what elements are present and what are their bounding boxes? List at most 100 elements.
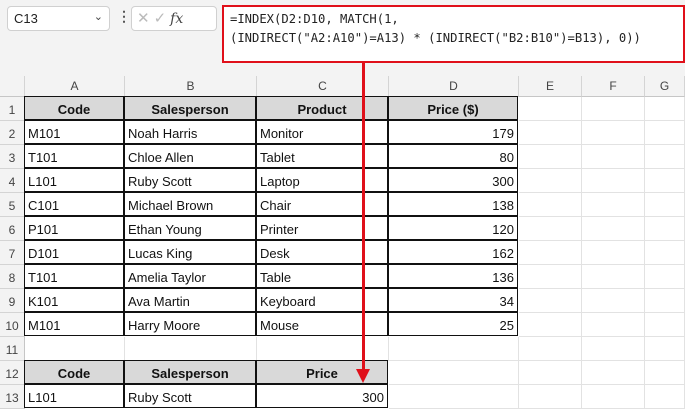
table1-header[interactable]: Product (256, 96, 388, 120)
row-header-2[interactable]: 2 (0, 121, 25, 145)
table1-cell[interactable]: Keyboard (256, 288, 388, 312)
column-header-E[interactable]: E (519, 76, 582, 97)
table1-header[interactable]: Salesperson (124, 96, 256, 120)
table1-cell[interactable]: 136 (388, 264, 518, 288)
row-header-8[interactable]: 8 (0, 265, 25, 289)
table1-cell[interactable]: 80 (388, 144, 518, 168)
table1-cell[interactable]: Harry Moore (124, 312, 256, 336)
enter-icon[interactable]: ✓ (153, 10, 171, 27)
table1-cell[interactable]: Ethan Young (124, 216, 256, 240)
row-header-1[interactable]: 1 (0, 97, 25, 121)
cell[interactable] (645, 121, 685, 145)
table1-cell[interactable]: Mouse (256, 312, 388, 336)
table2-header[interactable]: Code (24, 360, 124, 384)
row-header-12[interactable]: 12 (0, 361, 25, 385)
cell[interactable] (645, 337, 685, 361)
table1-header[interactable]: Code (24, 96, 124, 120)
cell[interactable] (125, 337, 257, 361)
column-header-F[interactable]: F (582, 76, 645, 97)
row-header-10[interactable]: 10 (0, 313, 25, 337)
cell[interactable] (582, 337, 645, 361)
table1-cell[interactable]: K101 (24, 288, 124, 312)
cell[interactable] (519, 385, 582, 409)
table1-cell[interactable]: Table (256, 264, 388, 288)
cell[interactable] (519, 265, 582, 289)
table1-cell[interactable]: D101 (24, 240, 124, 264)
cell[interactable] (582, 97, 645, 121)
cell[interactable] (519, 121, 582, 145)
cell[interactable] (519, 169, 582, 193)
column-header-A[interactable]: A (25, 76, 125, 97)
table2-header[interactable]: Salesperson (124, 360, 256, 384)
cell[interactable] (257, 337, 389, 361)
cell[interactable] (582, 289, 645, 313)
table1-cell[interactable]: Chloe Allen (124, 144, 256, 168)
cell[interactable] (582, 145, 645, 169)
cell[interactable] (519, 337, 582, 361)
cell[interactable] (645, 169, 685, 193)
cell[interactable] (645, 289, 685, 313)
table1-cell[interactable]: M101 (24, 120, 124, 144)
cell[interactable] (645, 217, 685, 241)
cell[interactable] (645, 361, 685, 385)
cell[interactable] (645, 385, 685, 409)
column-header-D[interactable]: D (389, 76, 519, 97)
table1-cell[interactable]: 162 (388, 240, 518, 264)
table1-cell[interactable]: Desk (256, 240, 388, 264)
table1-cell[interactable]: Amelia Taylor (124, 264, 256, 288)
table1-cell[interactable]: L101 (24, 168, 124, 192)
cell[interactable] (645, 193, 685, 217)
table2-cell[interactable]: L101 (24, 384, 124, 408)
cell[interactable] (519, 313, 582, 337)
table1-cell[interactable]: Printer (256, 216, 388, 240)
more-options-icon[interactable]: ⋮ (117, 8, 131, 24)
row-header-5[interactable]: 5 (0, 193, 25, 217)
row-header-11[interactable]: 11 (0, 337, 25, 361)
cancel-icon[interactable]: ✕ (137, 10, 154, 27)
insert-function-icon[interactable]: fx (170, 11, 184, 27)
table1-cell[interactable]: Chair (256, 192, 388, 216)
table1-cell[interactable]: Lucas King (124, 240, 256, 264)
cell[interactable] (519, 241, 582, 265)
row-header-9[interactable]: 9 (0, 289, 25, 313)
column-header-B[interactable]: B (125, 76, 257, 97)
select-all-corner[interactable] (0, 76, 25, 97)
cell[interactable] (519, 97, 582, 121)
row-header-3[interactable]: 3 (0, 145, 25, 169)
cell[interactable] (582, 217, 645, 241)
cell[interactable] (389, 361, 519, 385)
table2-cell[interactable]: Ruby Scott (124, 384, 256, 408)
table1-cell[interactable]: Ruby Scott (124, 168, 256, 192)
row-header-4[interactable]: 4 (0, 169, 25, 193)
cell[interactable] (519, 289, 582, 313)
table1-header[interactable]: Price ($) (388, 96, 518, 120)
cell[interactable] (582, 265, 645, 289)
cell[interactable] (582, 361, 645, 385)
table1-cell[interactable]: Laptop (256, 168, 388, 192)
table1-cell[interactable]: 34 (388, 288, 518, 312)
cell[interactable] (389, 337, 519, 361)
table1-cell[interactable]: 179 (388, 120, 518, 144)
cell[interactable] (645, 97, 685, 121)
cell[interactable] (582, 313, 645, 337)
table1-cell[interactable]: Noah Harris (124, 120, 256, 144)
cell[interactable] (519, 193, 582, 217)
table1-cell[interactable]: 25 (388, 312, 518, 336)
table1-cell[interactable]: 138 (388, 192, 518, 216)
table1-cell[interactable]: 120 (388, 216, 518, 240)
table1-cell[interactable]: T101 (24, 144, 124, 168)
cell[interactable] (519, 145, 582, 169)
cell[interactable] (645, 265, 685, 289)
cell[interactable] (582, 385, 645, 409)
table1-cell[interactable]: Monitor (256, 120, 388, 144)
formula-input[interactable]: =INDEX(D2:D10, MATCH(1, (INDIRECT("A2:A10… (222, 5, 685, 63)
cell[interactable] (582, 193, 645, 217)
cell[interactable] (582, 121, 645, 145)
row-header-7[interactable]: 7 (0, 241, 25, 265)
cell[interactable] (519, 217, 582, 241)
column-header-G[interactable]: G (645, 76, 685, 97)
result-cell-c13[interactable]: 300 (256, 384, 388, 408)
name-box[interactable]: C13 ⌄ (7, 6, 110, 31)
row-header-13[interactable]: 13 (0, 385, 25, 409)
table1-cell[interactable]: M101 (24, 312, 124, 336)
